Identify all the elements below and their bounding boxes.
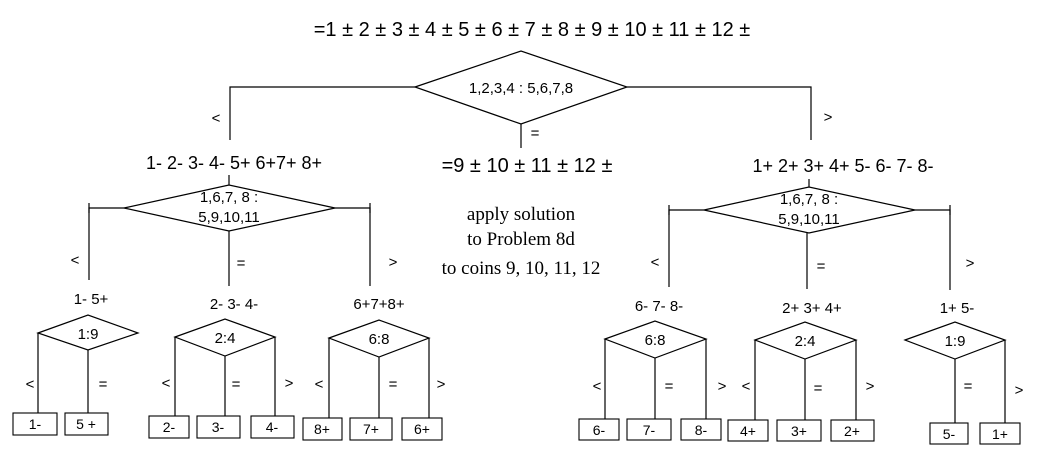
- right-weighing-line1: 1,6,7, 8 :: [780, 191, 838, 208]
- root-weighing-text: 1,2,3,4 : 5,6,7,8: [469, 80, 573, 97]
- left-c2-leaf3: 4-: [266, 419, 279, 435]
- left-c2-leaf3-box: [250, 415, 295, 439]
- left-c3-leaf3: 6+: [414, 421, 430, 437]
- middle-outcome: =9 ± 10 ± 11 ± 12 ±: [442, 155, 613, 177]
- right-c1-weighing: 6:8: [645, 332, 666, 349]
- right-lt-symbol: <: [651, 254, 660, 271]
- right-gt-connector: [915, 209, 951, 290]
- left-c3-leaf1: 8+: [314, 421, 330, 437]
- left-weighing-line2: 5,9,10,11: [198, 209, 259, 226]
- right-c2-leaf1: 4+: [740, 423, 756, 439]
- left-c3-leaf1-box: [302, 417, 343, 441]
- right-c1-leaf2-box: [626, 418, 672, 441]
- right-c3-leaf2: 1+: [992, 426, 1008, 442]
- right-lt-connector: [668, 209, 704, 287]
- right-c2-leaf1-box: [727, 419, 769, 442]
- right-c3-weighing: 1:9: [945, 333, 966, 350]
- left-c1-leaf1-box: [12, 412, 58, 436]
- left-c1-weighing: 1:9: [78, 326, 99, 343]
- left-c1-eq-symbol: =: [99, 376, 108, 393]
- right-c1-leaf1: 6-: [593, 422, 606, 438]
- left-lt-connector: [88, 207, 124, 280]
- right-c2-eq-symbol: =: [814, 380, 823, 397]
- left-c2-weighing: 2:4: [215, 330, 236, 347]
- left-weighing-line1: 1,6,7, 8 :: [200, 189, 258, 206]
- root-lt-symbol: <: [212, 110, 221, 127]
- right-c1-leaf2: 7-: [643, 422, 656, 438]
- left-c1-leaf2: 5 +: [76, 416, 96, 432]
- left-c2-gt-symbol: >: [285, 375, 294, 392]
- right-c1-leaf3: 8-: [695, 422, 708, 438]
- right-c2-lt-symbol: <: [742, 378, 751, 395]
- right-c2-leaf3-box: [830, 419, 875, 442]
- right-c2-leaf3: 2+: [844, 423, 860, 439]
- left-c1-lt-symbol: <: [26, 376, 35, 393]
- left-c1-leaf1: 1-: [29, 416, 42, 432]
- left-c3-gt-symbol: >: [437, 376, 446, 393]
- right-c3-eq-symbol: =: [964, 378, 973, 395]
- top-expression: =1 ± 2 ± 3 ± 4 ± 5 ± 6 ± 7 ± 8 ± 9 ± 10 …: [314, 19, 751, 41]
- left-c2-eq-symbol: =: [232, 376, 241, 393]
- right-c2-leaf2-box: [776, 419, 822, 442]
- left-c2-leaf2: 3-: [212, 419, 225, 435]
- right-c1-leaf3-box: [680, 418, 722, 441]
- middle-note-line2: to Problem 8d: [467, 229, 575, 250]
- right-c2-gt-symbol: >: [866, 378, 875, 395]
- left-c3-lt-symbol: <: [315, 376, 324, 393]
- right-outcome: 1+ 2+ 3+ 4+ 5- 6- 7- 8-: [752, 156, 933, 176]
- left-c1-diamond: [36, 314, 140, 351]
- root-right-connector: [627, 86, 812, 140]
- right-c2-label: 2+ 3+ 4+: [782, 300, 842, 317]
- left-c2-lt-symbol: <: [162, 375, 171, 392]
- left-gt-connector: [335, 207, 371, 286]
- left-c2-leaf2-box: [196, 415, 241, 439]
- left-c1-leaf2-box: [64, 412, 109, 436]
- left-c2-leaf1-box: [148, 415, 190, 439]
- left-lt-symbol: <: [71, 252, 80, 269]
- left-outcome: 1- 2- 3- 4- 5+ 6+7+ 8+: [146, 153, 322, 173]
- right-c3-label: 1+ 5-: [940, 300, 975, 317]
- left-c3-leaf2: 7+: [363, 421, 379, 437]
- right-c2-weighing: 2:4: [795, 333, 816, 350]
- right-weighing-line2: 5,9,10,11: [778, 211, 839, 228]
- root-left-connector: [229, 86, 415, 140]
- right-c1-gt-symbol: >: [718, 378, 727, 395]
- right-eq-symbol: =: [817, 258, 826, 275]
- right-c1-lt-symbol: <: [593, 378, 602, 395]
- right-c1-leaf1-box: [578, 418, 620, 441]
- left-c2-leaf1: 2-: [163, 419, 176, 435]
- right-c3-leaf1: 5-: [943, 426, 956, 442]
- right-c3-gt-symbol: >: [1015, 382, 1024, 399]
- right-c1-eq-symbol: =: [665, 378, 674, 395]
- left-c3-weighing: 6:8: [369, 331, 390, 348]
- left-c3-leaf2-box: [349, 417, 393, 441]
- middle-note-line1: apply solution: [467, 204, 576, 225]
- left-c3-leaf3-box: [401, 417, 443, 441]
- right-c3-leaf2-box: [979, 422, 1021, 445]
- left-c2-label: 2- 3- 4-: [210, 296, 258, 313]
- right-c1-label: 6- 7- 8-: [635, 298, 683, 315]
- middle-note-line3: to coins 9, 10, 11, 12: [442, 258, 601, 279]
- root-gt-symbol: >: [824, 109, 833, 126]
- left-c3-eq-symbol: =: [389, 376, 398, 393]
- left-c1-label: 1- 5+: [74, 291, 109, 308]
- right-gt-symbol: >: [966, 255, 975, 272]
- left-gt-symbol: >: [389, 254, 398, 271]
- left-eq-symbol: =: [237, 255, 246, 272]
- root-eq-symbol: =: [531, 125, 540, 142]
- right-c2-leaf2: 3+: [791, 423, 807, 439]
- left-c3-label: 6+7+8+: [353, 296, 405, 313]
- right-c3-leaf1-box: [929, 422, 969, 445]
